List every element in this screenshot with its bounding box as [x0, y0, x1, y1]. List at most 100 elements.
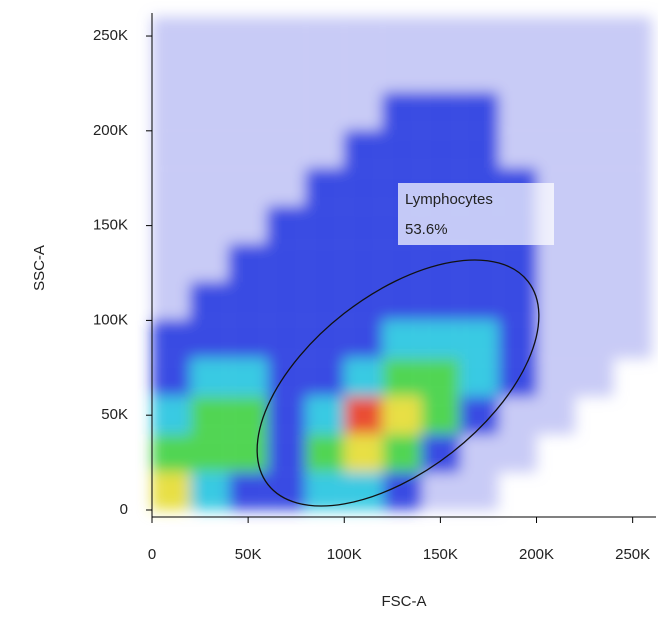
density-cell	[228, 17, 268, 55]
density-cell	[382, 17, 422, 55]
density-cell	[421, 17, 460, 55]
density-cell	[421, 54, 460, 93]
density-cell	[382, 358, 422, 397]
density-cell	[536, 54, 575, 93]
density-cell	[421, 92, 460, 131]
density-cell	[344, 396, 383, 435]
density-cell	[421, 396, 460, 435]
density-cell	[536, 282, 575, 321]
gate-name: Lymphocytes	[405, 191, 493, 208]
density-cell	[459, 54, 499, 93]
y-tick-label: 200K	[93, 122, 128, 139]
density-cell	[344, 168, 383, 207]
density-cell	[228, 168, 268, 207]
density-cell	[190, 17, 229, 55]
density-cell	[613, 320, 652, 359]
density-cell	[228, 320, 268, 359]
density-cell	[305, 282, 345, 321]
density-cell	[536, 358, 575, 397]
density-cell	[152, 206, 191, 245]
density-cell	[228, 54, 268, 93]
x-tick-label: 0	[148, 546, 156, 563]
density-cell	[459, 17, 499, 55]
density-cell	[267, 17, 306, 55]
density-cell	[574, 130, 614, 169]
density-cell	[152, 434, 191, 473]
x-axis-label: FSC-A	[382, 593, 427, 610]
density-cell	[190, 206, 229, 245]
density-cell	[498, 320, 537, 359]
density-cell	[421, 320, 460, 359]
y-tick-label: 250K	[93, 27, 128, 44]
density-cell	[459, 472, 499, 510]
density-cell	[152, 320, 191, 359]
density-cell	[152, 282, 191, 321]
density-cell	[267, 244, 306, 283]
density-cell	[152, 92, 191, 131]
density-cell	[305, 396, 345, 435]
density-cell	[344, 358, 383, 397]
density-cell	[498, 54, 537, 93]
density-cell	[267, 130, 306, 169]
y-axis-label: SSC-A	[31, 245, 48, 291]
density-cell	[498, 92, 537, 131]
density-cell	[382, 244, 422, 283]
density-cell	[498, 244, 537, 283]
density-cell	[574, 168, 614, 207]
density-cell	[421, 472, 460, 510]
density-cell	[574, 92, 614, 131]
density-cell	[344, 54, 383, 93]
density-cell	[152, 54, 191, 93]
density-cell	[305, 434, 345, 473]
density-cell	[190, 320, 229, 359]
density-cell	[152, 396, 191, 435]
density-cell	[421, 282, 460, 321]
density-cell	[267, 396, 306, 435]
density-cell	[613, 130, 652, 169]
density-cell	[190, 92, 229, 131]
gate-ellipse	[256, 259, 540, 507]
density-cell	[152, 244, 191, 283]
density-cell	[344, 472, 383, 510]
y-tick-label: 100K	[93, 311, 128, 328]
density-cell	[190, 130, 229, 169]
density-cell	[305, 54, 345, 93]
density-cell	[228, 472, 268, 510]
density-cell	[498, 358, 537, 397]
density-cell	[613, 206, 652, 245]
density-cell	[613, 244, 652, 283]
density-cell	[574, 206, 614, 245]
density-cell	[305, 320, 345, 359]
density-cell	[613, 17, 652, 55]
density-cell	[459, 130, 499, 169]
x-tick-label: 250K	[615, 546, 650, 563]
density-cell	[613, 282, 652, 321]
density-cell	[152, 168, 191, 207]
density-cell	[613, 168, 652, 207]
density-cell	[305, 130, 345, 169]
density-layer	[152, 17, 652, 510]
density-cell	[382, 130, 422, 169]
density-cell	[267, 434, 306, 473]
y-tick-label: 0	[120, 501, 128, 518]
density-cell	[536, 130, 575, 169]
density-cell	[344, 434, 383, 473]
density-cell	[421, 130, 460, 169]
density-cell	[267, 282, 306, 321]
density-cell	[536, 320, 575, 359]
y-tick-label: 50K	[101, 406, 128, 423]
density-cell	[421, 434, 460, 473]
density-cell	[421, 358, 460, 397]
density-cell	[228, 92, 268, 131]
density-cell	[382, 396, 422, 435]
density-cell	[190, 54, 229, 93]
density-cell	[382, 92, 422, 131]
density-cell	[305, 472, 345, 510]
density-cell	[459, 282, 499, 321]
density-cell	[228, 282, 268, 321]
density-cell	[152, 472, 191, 510]
density-cell	[574, 282, 614, 321]
density-cell	[344, 130, 383, 169]
x-tick-label: 50K	[235, 546, 262, 563]
